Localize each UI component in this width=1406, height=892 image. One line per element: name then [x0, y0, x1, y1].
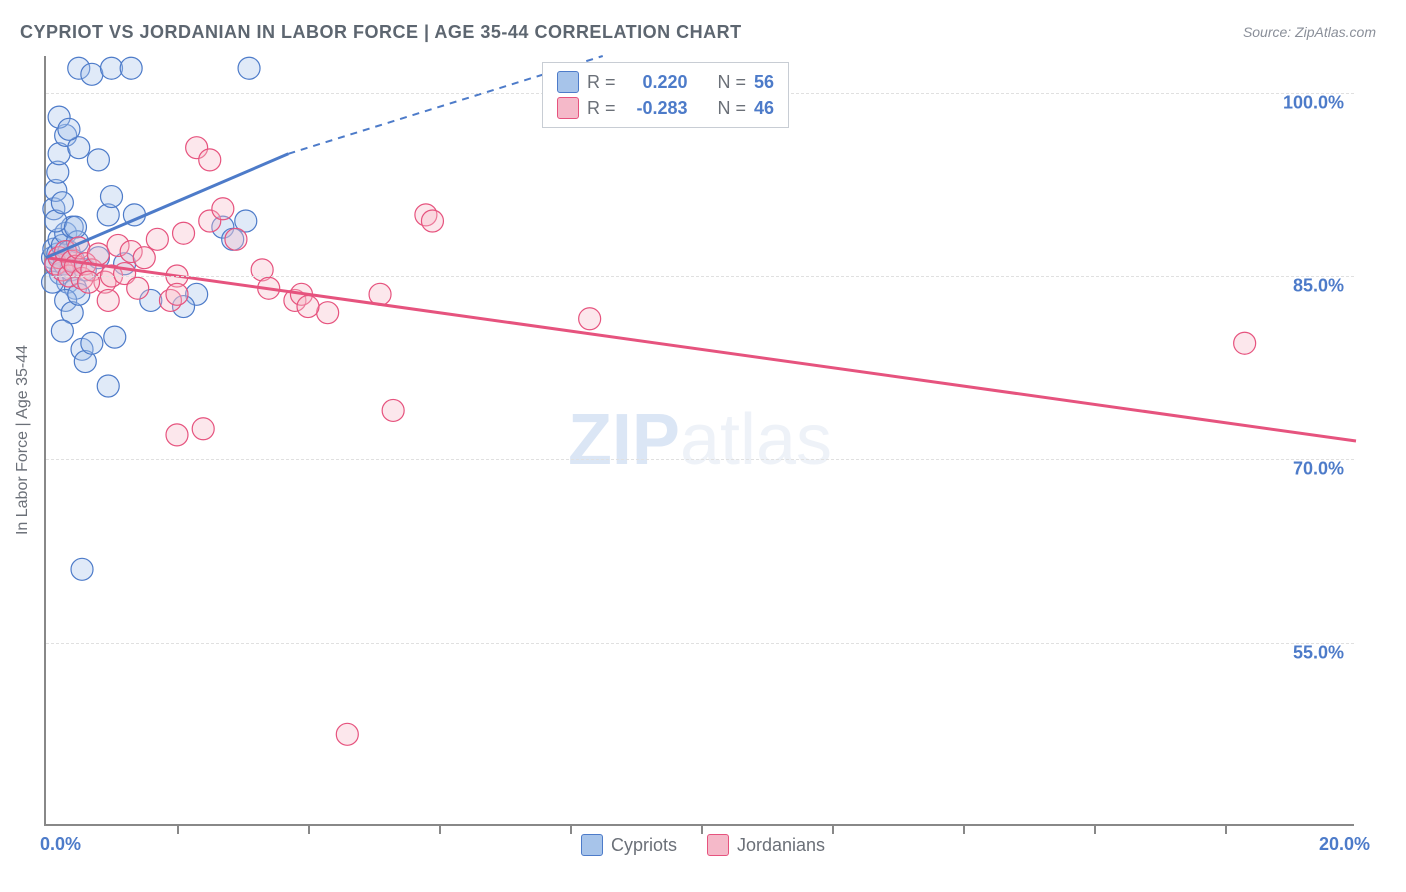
plot-area: ZIPatlas 55.0%70.0%85.0%100.0% — [44, 56, 1354, 826]
data-point — [71, 558, 93, 580]
trend-line — [46, 258, 1356, 441]
data-point — [97, 375, 119, 397]
y-tick-label: 100.0% — [1283, 92, 1344, 113]
data-point — [101, 57, 123, 79]
data-point — [579, 308, 601, 330]
y-axis-title: In Labor Force | Age 35-44 — [14, 345, 32, 535]
n-value: 56 — [754, 69, 774, 95]
data-point — [78, 271, 100, 293]
legend-swatch — [581, 834, 603, 856]
x-tick — [570, 824, 572, 834]
series-legend-item: Jordanians — [707, 834, 825, 856]
legend-swatch — [557, 97, 579, 119]
data-point — [382, 399, 404, 421]
series-label: Cypriots — [611, 835, 677, 856]
n-value: 46 — [754, 95, 774, 121]
gridline — [46, 276, 1354, 277]
x-tick — [963, 824, 965, 834]
data-point — [104, 326, 126, 348]
data-point — [87, 149, 109, 171]
x-tick — [439, 824, 441, 834]
scatter-plot-svg — [46, 56, 1354, 824]
r-value: -0.283 — [624, 95, 688, 121]
legend-swatch — [557, 71, 579, 93]
data-point — [51, 320, 73, 342]
legend-row: R = -0.283 N = 46 — [557, 95, 774, 121]
x-tick — [701, 824, 703, 834]
data-point — [97, 289, 119, 311]
x-tick — [832, 824, 834, 834]
x-tick — [308, 824, 310, 834]
data-point — [51, 192, 73, 214]
y-tick-label: 55.0% — [1293, 642, 1344, 663]
series-legend-item: Cypriots — [581, 834, 677, 856]
data-point — [166, 424, 188, 446]
data-point — [238, 57, 260, 79]
x-tick — [177, 824, 179, 834]
data-point — [297, 296, 319, 318]
data-point — [64, 216, 86, 238]
y-tick-label: 70.0% — [1293, 459, 1344, 480]
data-point — [212, 198, 234, 220]
legend-swatch — [707, 834, 729, 856]
series-label: Jordanians — [737, 835, 825, 856]
correlation-legend: R = 0.220 N = 56 R = -0.283 N = 46 — [542, 62, 789, 128]
gridline — [46, 459, 1354, 460]
legend-row: R = 0.220 N = 56 — [557, 69, 774, 95]
x-tick — [1225, 824, 1227, 834]
data-point — [199, 149, 221, 171]
data-point — [87, 243, 109, 265]
data-point — [317, 302, 339, 324]
data-point — [120, 57, 142, 79]
chart-title: CYPRIOT VS JORDANIAN IN LABOR FORCE | AG… — [20, 22, 742, 43]
gridline — [46, 643, 1354, 644]
y-tick-label: 85.0% — [1293, 276, 1344, 297]
n-label: N = — [718, 69, 747, 95]
r-label: R = — [587, 95, 616, 121]
data-point — [1234, 332, 1256, 354]
data-point — [225, 228, 247, 250]
data-point — [81, 332, 103, 354]
data-point — [101, 186, 123, 208]
data-point — [127, 277, 149, 299]
data-point — [81, 63, 103, 85]
data-point — [133, 247, 155, 269]
source-attribution: Source: ZipAtlas.com — [1243, 24, 1376, 40]
data-point — [146, 228, 168, 250]
data-point — [166, 283, 188, 305]
data-point — [192, 418, 214, 440]
data-point — [336, 723, 358, 745]
r-value: 0.220 — [624, 69, 688, 95]
r-label: R = — [587, 69, 616, 95]
data-point — [421, 210, 443, 232]
data-point — [173, 222, 195, 244]
data-point — [58, 118, 80, 140]
n-label: N = — [718, 95, 747, 121]
x-tick — [1094, 824, 1096, 834]
series-legend: Cypriots Jordanians — [0, 834, 1406, 856]
